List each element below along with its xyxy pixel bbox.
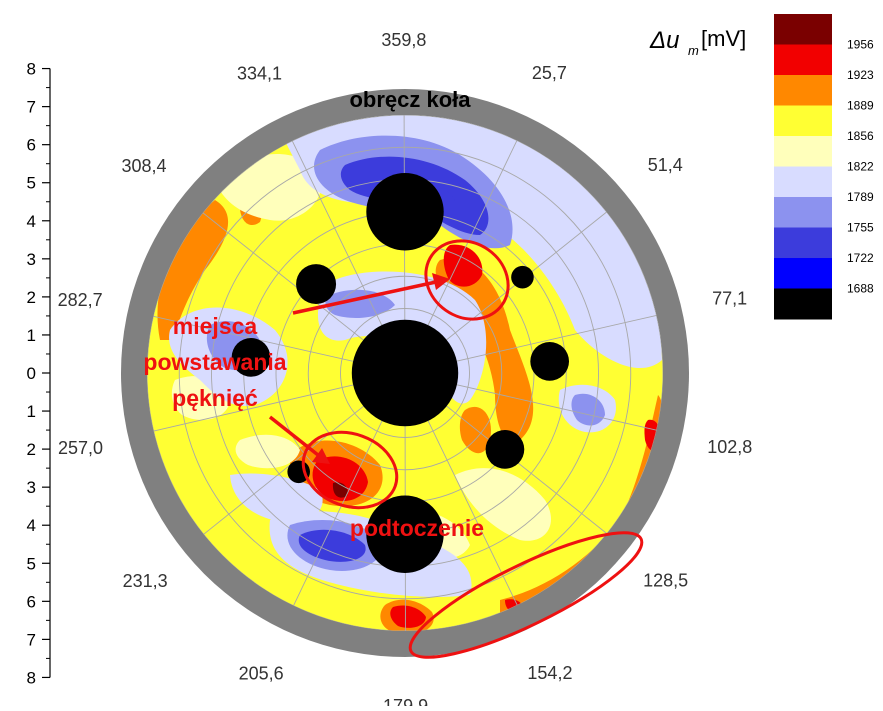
angle-tick-label: 128,5 <box>643 570 688 590</box>
colorbar-label: 1856 <box>847 129 874 143</box>
colorbar-subscript: m <box>688 43 699 58</box>
colorbar-swatch <box>774 106 832 137</box>
colorbar-label: 1755 <box>847 221 874 235</box>
radial-tick-label: 4 <box>27 212 36 231</box>
hole <box>486 430 525 469</box>
angle-tick-label: 205,6 <box>239 663 284 683</box>
colorbar-swatch <box>774 197 832 228</box>
angle-tick-label: 77,1 <box>712 289 747 309</box>
hole <box>352 320 458 426</box>
hole <box>296 264 336 304</box>
radial-tick-label: 5 <box>27 174 36 193</box>
radial-tick-label: 3 <box>27 250 36 269</box>
colorbar-swatch <box>774 228 832 259</box>
undercut-label: podtoczenie <box>350 515 484 541</box>
crack-label-line-3: pęknięć <box>172 385 258 411</box>
colorbar-labels: 1956 1923 1889 1856 1822 1789 1755 1722 1688 <box>847 38 874 296</box>
radial-tick-label: 1 <box>27 402 36 421</box>
crack-label-line-2: powstawania <box>143 349 286 375</box>
radial-tick-label: 0 <box>27 364 36 383</box>
radial-tick-label: 6 <box>27 592 36 611</box>
colorbar-label: 1923 <box>847 68 874 82</box>
colorbar-swatch <box>774 289 832 320</box>
radial-tick-label: 6 <box>27 136 36 155</box>
colorbar-label: 1789 <box>847 190 874 204</box>
colorbar-label: 1822 <box>847 160 874 174</box>
radial-tick-label: 3 <box>27 478 36 497</box>
angle-tick-label: 334,1 <box>237 63 282 83</box>
colorbar-swatch <box>774 136 832 167</box>
rim-label: obręcz koła <box>349 87 471 112</box>
angle-tick-label: 359,8 <box>381 30 426 50</box>
radial-tick-label: 7 <box>27 630 36 649</box>
hole <box>511 266 534 289</box>
angle-tick-label: 282,7 <box>58 290 103 310</box>
colorbar-swatch <box>774 75 832 106</box>
colorbar-label: 1722 <box>847 251 874 265</box>
radial-tick-label: 4 <box>27 516 36 535</box>
colorbar-swatch <box>774 258 832 289</box>
hole <box>366 173 443 250</box>
radial-tick-label: 2 <box>27 288 36 307</box>
colorbar-symbol: Δu <box>649 27 679 54</box>
angle-tick-label: 154,2 <box>527 663 572 683</box>
angle-tick-label: 231,3 <box>123 571 168 591</box>
hole <box>530 342 569 381</box>
angle-tick-label: 51,4 <box>648 155 683 175</box>
colorbar-swatch <box>774 14 832 45</box>
colorbar-unit: [mV] <box>701 26 746 51</box>
colorbar-swatch <box>774 167 832 198</box>
radial-tick-label: 8 <box>27 60 36 79</box>
radial-tick-label: 5 <box>27 554 36 573</box>
radial-tick-label: 2 <box>27 440 36 459</box>
colorbar-label: 1889 <box>847 99 874 113</box>
radial-axis: 8 7 6 5 4 3 2 1 0 1 2 3 4 5 6 7 8 <box>27 60 50 688</box>
colorbar-swatches <box>774 14 832 320</box>
radial-tick-label: 8 <box>27 668 36 687</box>
angle-tick-label: 25,7 <box>532 63 567 83</box>
radial-tick-label: 7 <box>27 98 36 117</box>
radial-tick-label: 1 <box>27 326 36 345</box>
crack-label-line-1: miejsca <box>173 313 258 339</box>
colorbar-title: Δu m [mV] <box>649 26 746 58</box>
colorbar-swatch <box>774 45 832 76</box>
colorbar-label: 1956 <box>847 38 874 52</box>
angle-tick-label: 257,0 <box>58 438 103 458</box>
colorbar-label: 1688 <box>847 282 874 296</box>
angle-tick-label: 308,4 <box>122 156 167 176</box>
angle-tick-label: 179.9 <box>383 696 428 706</box>
angle-tick-label: 102,8 <box>707 437 752 457</box>
